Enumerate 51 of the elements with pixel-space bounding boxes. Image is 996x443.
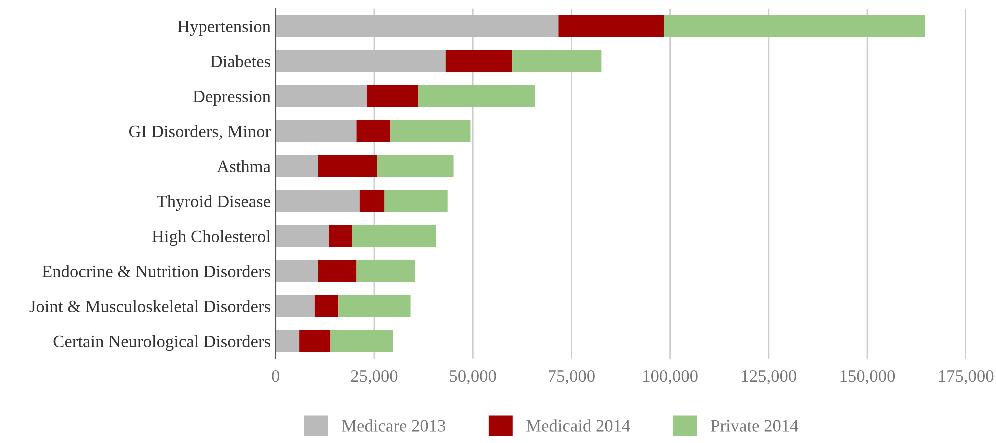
bar: [664, 16, 926, 38]
y-tick-label: Certain Neurological Disorders: [54, 335, 270, 352]
x-tick-label: 125,000: [742, 370, 796, 385]
bar: [558, 16, 664, 38]
y-tick-label: Asthma: [217, 160, 271, 173]
bar: [367, 86, 418, 108]
bar: [276, 260, 318, 282]
legend-label: Medicaid 2014: [526, 420, 630, 432]
bar: [352, 225, 436, 248]
y-tick-label: Hypertension: [178, 20, 271, 36]
legend-label: Private 2014: [711, 420, 799, 432]
bar: [300, 330, 331, 352]
bar: [512, 50, 602, 72]
bar: [356, 260, 416, 282]
bar: [276, 330, 300, 352]
bar: [276, 295, 315, 318]
x-tick-label: 100,000: [644, 370, 698, 385]
bar: [446, 50, 513, 72]
y-tick-label: Joint & Musculoskeletal Disorders: [30, 300, 270, 313]
x-tick-label: 150,000: [840, 370, 896, 385]
bar: [276, 50, 446, 72]
y-tick-label: High Cholesterol: [152, 230, 271, 246]
bar: [338, 295, 411, 318]
bar: [276, 190, 360, 212]
bar: [318, 155, 378, 178]
bar: [276, 120, 357, 142]
bar: [276, 86, 368, 108]
bar: [418, 86, 536, 108]
bar: [330, 330, 394, 352]
y-tick-label: Endocrine & Nutrition Disorders: [42, 265, 270, 278]
bar: [329, 225, 352, 248]
bar: [356, 120, 391, 142]
legend-label: Medicare 2013: [342, 420, 446, 432]
x-tick-label: 25,000: [351, 370, 398, 385]
bar: [318, 260, 357, 282]
bar: [390, 120, 471, 142]
x-tick-label: 175,000: [939, 370, 994, 385]
x-tick-label: 75,000: [548, 370, 595, 385]
bar: [276, 155, 318, 178]
bar: [377, 155, 454, 178]
bar: [314, 295, 339, 318]
y-tick-label: Diabetes: [210, 55, 270, 68]
bar: [276, 225, 330, 248]
bar: [276, 16, 559, 38]
bar: [360, 190, 385, 212]
y-tick-label: GI Disorders, Minor: [129, 125, 271, 140]
x-tick-label: 50,000: [450, 370, 496, 385]
y-tick-label: Thyroid Disease: [157, 195, 270, 212]
bar: [384, 190, 448, 212]
x-tick-label: 0: [272, 370, 280, 382]
y-tick-label: Depression: [193, 90, 271, 106]
